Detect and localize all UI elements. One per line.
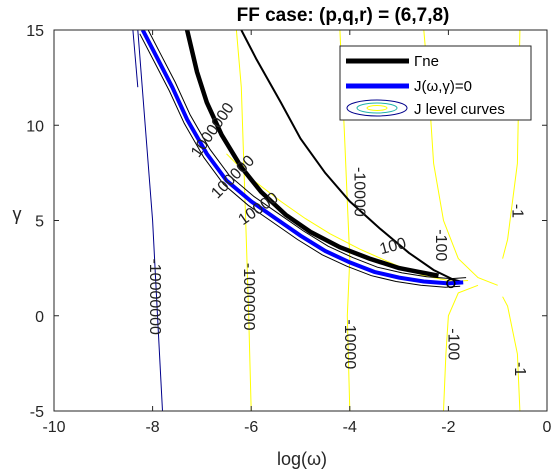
- level-curve-8: [226, 153, 469, 283]
- j-zero-outline-upper: [147, 30, 467, 280]
- contour-label: -100: [432, 229, 449, 261]
- contour-label: -10000: [341, 319, 358, 369]
- marker-endpoint: [446, 278, 456, 289]
- x-axis-ticks: -10 -8 -6 -4 -2 0: [42, 30, 552, 436]
- legend-label-gamma-ne: Γne: [414, 53, 439, 70]
- secondary-black-curve: [240, 30, 461, 283]
- contour-label: -10000000: [146, 258, 163, 335]
- x-tick-label: -2: [441, 419, 455, 436]
- level-curve-0: [137, 30, 163, 411]
- y-tick-label: 5: [35, 214, 44, 231]
- contour-label: 100: [378, 235, 408, 258]
- level-curve-5: [443, 284, 479, 411]
- series-gamma-ne-line: [184, 30, 439, 278]
- level-curve-7: [502, 296, 521, 411]
- contour-label: -10000: [351, 167, 368, 217]
- contour-label: -1: [508, 204, 525, 218]
- y-tick-label: -5: [30, 404, 44, 421]
- contour-label: -100: [444, 328, 461, 360]
- contour-label: -1: [511, 362, 528, 376]
- y-tick-label: 10: [26, 118, 44, 135]
- contour-label: -1000000: [240, 263, 257, 331]
- level-curve-1: [132, 30, 139, 88]
- x-tick-label: 0: [543, 419, 552, 436]
- series-layer: [139, 30, 467, 289]
- y-axis-ticks: -5 0 5 10 15: [26, 23, 547, 421]
- x-tick-label: -8: [145, 419, 159, 436]
- series-j-zero-line: [140, 30, 464, 286]
- x-tick-label: -6: [244, 419, 258, 436]
- j-zero-outline-lower: [139, 33, 461, 288]
- legend-box: [339, 45, 532, 121]
- chart-title: FF case: (p,q,r) = (6,7,8): [237, 5, 450, 26]
- x-tick-label: -4: [343, 419, 357, 436]
- x-axis-label: log(ω): [277, 449, 327, 469]
- legend: Γne J(ω,γ)=0 J level curves: [339, 45, 532, 121]
- x-tick-label: -10: [42, 419, 65, 436]
- legend-label-level-curves: J level curves: [414, 101, 505, 118]
- legend-swatch-level-curves: [346, 99, 408, 117]
- level-curve-2: [235, 30, 252, 411]
- y-tick-label: 15: [26, 23, 44, 40]
- legend-label-j-zero: J(ω,γ)=0: [414, 78, 472, 95]
- y-axis-label: γ: [13, 204, 22, 224]
- y-tick-label: 0: [35, 309, 44, 326]
